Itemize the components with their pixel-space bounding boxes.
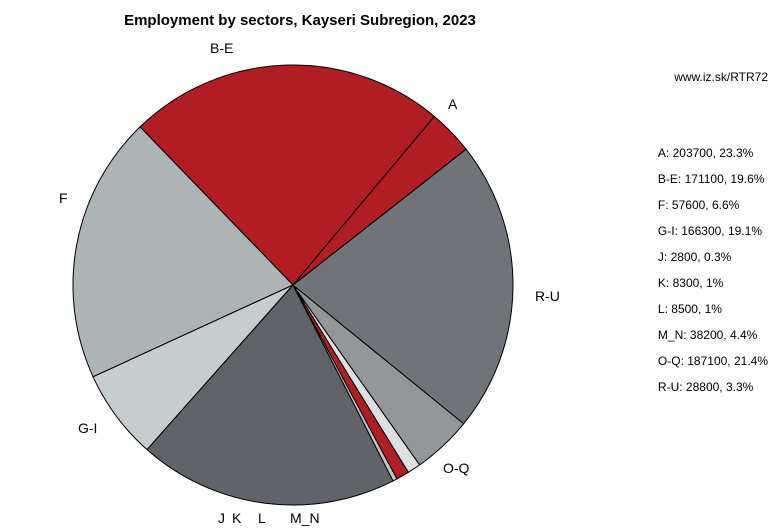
legend: A: 203700, 23.3% B-E: 171100, 19.6% F: 5… xyxy=(658,140,768,400)
legend-item: B-E: 171100, 19.6% xyxy=(658,166,768,192)
slice-label-o-q: O-Q xyxy=(443,460,469,476)
slice-label-f: F xyxy=(59,190,68,206)
legend-item: F: 57600, 6.6% xyxy=(658,192,768,218)
chart-title: Employment by sectors, Kayseri Subregion… xyxy=(0,12,600,29)
legend-item: A: 203700, 23.3% xyxy=(658,140,768,166)
slice-label-j: J xyxy=(218,510,225,526)
pie-chart-svg xyxy=(50,50,550,532)
slice-label-g-i: G-I xyxy=(78,420,97,436)
legend-item: M_N: 38200, 4.4% xyxy=(658,322,768,348)
legend-item: L: 8500, 1% xyxy=(658,296,768,322)
legend-item: R-U: 28800, 3.3% xyxy=(658,374,768,400)
slice-label-r-u: R-U xyxy=(535,288,560,304)
slice-label-b-e: B-E xyxy=(210,40,233,56)
slice-label-m-n: M_N xyxy=(290,510,320,526)
slice-label-k: K xyxy=(232,510,241,526)
slice-label-l: L xyxy=(258,510,266,526)
legend-item: O-Q: 187100, 21.4% xyxy=(658,348,768,374)
slice-label-a: A xyxy=(448,96,457,112)
legend-item: K: 8300, 1% xyxy=(658,270,768,296)
source-label: www.iz.sk/RTR72 xyxy=(674,70,768,84)
pie-chart-container: Employment by sectors, Kayseri Subregion… xyxy=(0,0,782,532)
legend-item: J: 2800, 0.3% xyxy=(658,244,768,270)
legend-item: G-I: 166300, 19.1% xyxy=(658,218,768,244)
